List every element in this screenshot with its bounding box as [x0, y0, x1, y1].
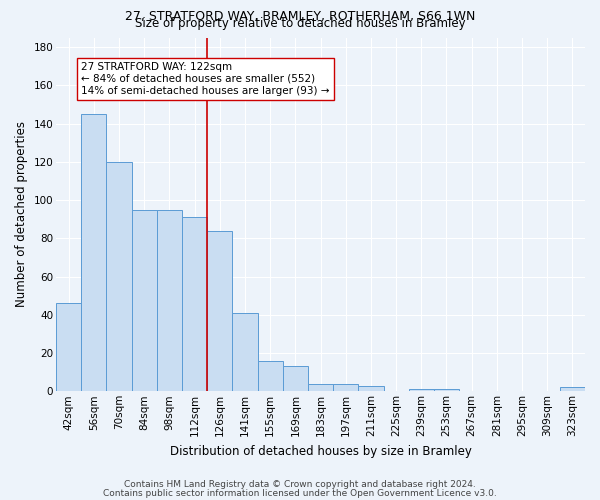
- Bar: [434, 390, 459, 392]
- Bar: [232, 313, 257, 392]
- X-axis label: Distribution of detached houses by size in Bramley: Distribution of detached houses by size …: [170, 444, 472, 458]
- Bar: [358, 386, 383, 392]
- Bar: [106, 162, 131, 392]
- Text: Contains public sector information licensed under the Open Government Licence v3: Contains public sector information licen…: [103, 488, 497, 498]
- Bar: [157, 210, 182, 392]
- Text: 27 STRATFORD WAY: 122sqm
← 84% of detached houses are smaller (552)
14% of semi-: 27 STRATFORD WAY: 122sqm ← 84% of detach…: [81, 62, 330, 96]
- Bar: [56, 304, 81, 392]
- Text: 27, STRATFORD WAY, BRAMLEY, ROTHERHAM, S66 1WN: 27, STRATFORD WAY, BRAMLEY, ROTHERHAM, S…: [125, 10, 475, 23]
- Bar: [409, 390, 434, 392]
- Y-axis label: Number of detached properties: Number of detached properties: [15, 122, 28, 308]
- Bar: [257, 360, 283, 392]
- Bar: [81, 114, 106, 392]
- Bar: [182, 218, 207, 392]
- Bar: [131, 210, 157, 392]
- Bar: [207, 230, 232, 392]
- Bar: [308, 384, 333, 392]
- Bar: [283, 366, 308, 392]
- Bar: [560, 388, 585, 392]
- Bar: [333, 384, 358, 392]
- Text: Contains HM Land Registry data © Crown copyright and database right 2024.: Contains HM Land Registry data © Crown c…: [124, 480, 476, 489]
- Text: Size of property relative to detached houses in Bramley: Size of property relative to detached ho…: [134, 18, 466, 30]
